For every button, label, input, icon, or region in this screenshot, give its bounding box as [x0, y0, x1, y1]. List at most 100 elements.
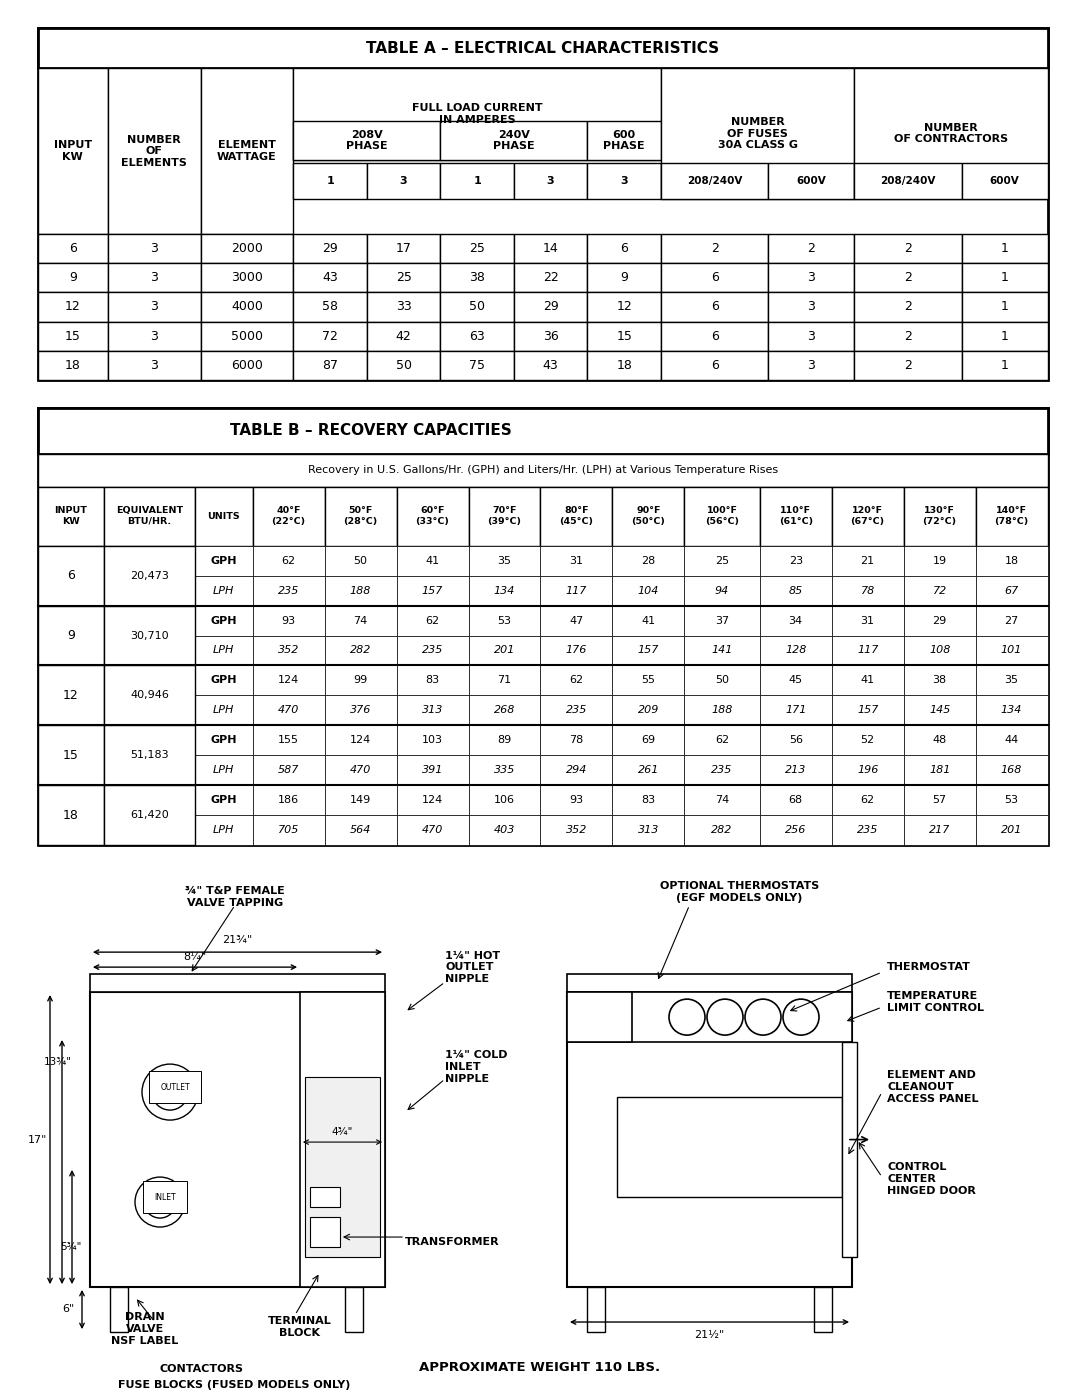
Bar: [975, 546, 1048, 576]
Text: 50: 50: [353, 556, 367, 566]
Bar: [105, 486, 195, 546]
Bar: [759, 756, 832, 785]
Bar: [540, 576, 612, 605]
Text: 89: 89: [498, 735, 512, 746]
Bar: [38, 546, 105, 605]
Bar: [195, 486, 253, 546]
Text: 56: 56: [788, 735, 802, 746]
Text: 564: 564: [350, 826, 372, 835]
Bar: [612, 816, 685, 845]
Text: 352: 352: [278, 645, 299, 655]
Bar: [105, 605, 195, 665]
Text: 62: 62: [715, 735, 729, 746]
Text: 29: 29: [543, 300, 558, 313]
Text: 391: 391: [422, 766, 443, 775]
Text: THERMOSTAT: THERMOSTAT: [887, 963, 971, 972]
Bar: [325, 546, 396, 576]
Bar: [514, 163, 588, 198]
Text: 101: 101: [1001, 645, 1023, 655]
Text: 50°F
(28°C): 50°F (28°C): [343, 507, 378, 525]
Bar: [904, 576, 975, 605]
Bar: [469, 546, 540, 576]
Bar: [759, 486, 832, 546]
Bar: [294, 321, 367, 351]
Text: 53: 53: [498, 616, 512, 626]
Bar: [661, 263, 768, 292]
Text: 3: 3: [150, 330, 158, 342]
Bar: [105, 725, 195, 785]
Text: OUTLET: OUTLET: [160, 1083, 190, 1091]
Bar: [201, 321, 294, 351]
Text: 376: 376: [350, 705, 372, 715]
Text: LPH: LPH: [213, 826, 234, 835]
Bar: [108, 68, 201, 233]
Text: 149: 149: [350, 795, 372, 805]
Bar: [441, 233, 514, 263]
Bar: [38, 756, 105, 785]
Text: 117: 117: [566, 585, 588, 595]
Bar: [567, 992, 852, 1042]
Bar: [832, 725, 904, 756]
Bar: [195, 725, 253, 756]
Circle shape: [745, 999, 781, 1035]
Bar: [367, 263, 441, 292]
Text: 53: 53: [1004, 795, 1018, 805]
Text: 2: 2: [904, 300, 912, 313]
Bar: [854, 68, 1048, 198]
Bar: [975, 665, 1048, 696]
Bar: [759, 576, 832, 605]
Bar: [759, 636, 832, 665]
Bar: [854, 163, 961, 198]
Bar: [294, 351, 367, 380]
Bar: [768, 321, 854, 351]
Text: TABLE A – ELECTRICAL CHARACTERISTICS: TABLE A – ELECTRICAL CHARACTERISTICS: [366, 41, 719, 56]
Bar: [90, 992, 384, 1287]
Bar: [253, 665, 325, 696]
Bar: [975, 576, 1048, 605]
Text: 28: 28: [642, 556, 656, 566]
Text: OPTIONAL THERMOSTATS
(EGF MODELS ONLY): OPTIONAL THERMOSTATS (EGF MODELS ONLY): [660, 882, 819, 902]
Text: 93: 93: [282, 616, 296, 626]
Text: 208/240V: 208/240V: [687, 176, 742, 186]
Bar: [612, 486, 685, 546]
Text: 48: 48: [932, 735, 947, 746]
Text: 208/240V: 208/240V: [880, 176, 935, 186]
Bar: [685, 696, 759, 725]
Text: INPUT
KW: INPUT KW: [54, 140, 92, 162]
Bar: [768, 351, 854, 380]
Bar: [367, 321, 441, 351]
Text: ELEMENT
WATTAGE: ELEMENT WATTAGE: [217, 140, 276, 162]
Circle shape: [783, 999, 819, 1035]
Circle shape: [152, 1074, 188, 1111]
Text: 14: 14: [543, 242, 558, 256]
Bar: [108, 263, 201, 292]
Text: 3: 3: [546, 176, 554, 186]
Bar: [469, 785, 540, 816]
Text: 352: 352: [566, 826, 588, 835]
Bar: [325, 486, 396, 546]
Bar: [105, 546, 195, 576]
Bar: [514, 263, 588, 292]
Bar: [367, 163, 441, 198]
Text: 3: 3: [150, 242, 158, 256]
Bar: [514, 351, 588, 380]
Text: 40,946: 40,946: [131, 690, 170, 700]
Bar: [367, 292, 441, 321]
Text: 50: 50: [395, 359, 411, 372]
Text: GPH: GPH: [211, 675, 238, 686]
Bar: [854, 321, 961, 351]
Text: 128: 128: [785, 645, 807, 655]
Bar: [661, 351, 768, 380]
Bar: [832, 636, 904, 665]
Text: 62: 62: [426, 616, 440, 626]
Bar: [612, 546, 685, 576]
Text: 124: 124: [278, 675, 299, 686]
Bar: [253, 486, 325, 546]
Bar: [294, 233, 367, 263]
Text: 5¾": 5¾": [60, 1242, 82, 1252]
Bar: [105, 696, 195, 725]
Text: 470: 470: [278, 705, 299, 715]
Text: 3: 3: [150, 300, 158, 313]
Text: LPH: LPH: [213, 585, 234, 595]
Text: ELEMENT AND
CLEANOUT
ACCESS PANEL: ELEMENT AND CLEANOUT ACCESS PANEL: [887, 1070, 978, 1104]
